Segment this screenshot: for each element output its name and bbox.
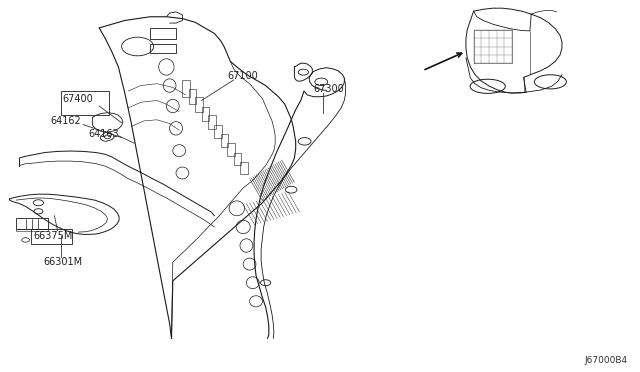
Bar <box>208 115 216 129</box>
Bar <box>234 153 241 165</box>
Bar <box>221 134 228 147</box>
Bar <box>240 162 248 174</box>
Text: 64163: 64163 <box>88 129 119 139</box>
Bar <box>61 91 109 115</box>
Bar <box>227 143 235 156</box>
Bar <box>202 107 209 121</box>
Text: J67000B4: J67000B4 <box>584 356 627 365</box>
Text: 66375M: 66375M <box>33 231 73 241</box>
Bar <box>195 97 203 112</box>
Bar <box>31 229 72 244</box>
Bar <box>16 229 48 231</box>
Text: 66301M: 66301M <box>44 257 83 267</box>
Text: 67400: 67400 <box>63 94 93 103</box>
Bar <box>214 125 222 138</box>
Text: 64162: 64162 <box>50 116 81 126</box>
Bar <box>150 44 176 53</box>
Text: 67100: 67100 <box>228 71 259 81</box>
Bar <box>182 80 190 97</box>
Bar <box>189 89 196 104</box>
Bar <box>16 218 48 229</box>
Text: 67300: 67300 <box>314 84 344 94</box>
Bar <box>150 28 176 39</box>
